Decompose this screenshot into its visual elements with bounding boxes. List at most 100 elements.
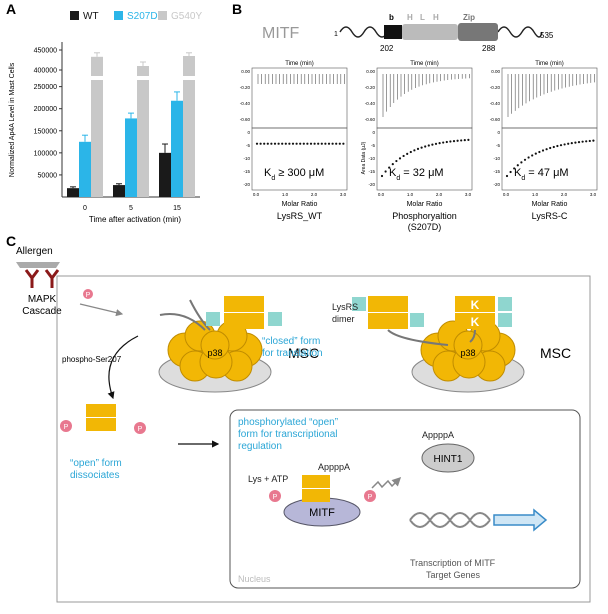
caption: LysRS-C [532,211,568,221]
itc-point [263,142,266,145]
kd-part: K [264,167,272,179]
hint1 [421,443,475,473]
nucleus-box [229,409,581,589]
phosphate [83,289,93,299]
lysrs [455,296,495,312]
itc-point [505,174,509,178]
itc-point [534,152,537,155]
y-tick-label: -0.60 [365,117,376,122]
lysrs-dimer: dimer [332,314,355,324]
itc-point [291,142,295,145]
panel-label: C [6,233,16,249]
itc-point [588,139,591,143]
itc-point [531,154,534,157]
itc-point [541,149,545,152]
msc: MSC [540,345,571,361]
itc-point [388,166,391,169]
domain [402,24,458,40]
domain [206,312,220,326]
msc-complex [167,320,263,382]
y-tick-label: -0.40 [365,101,376,106]
itc-point [317,142,320,145]
cell-box [56,275,591,603]
mapk: MAPK [28,294,57,305]
itc-point [434,142,438,145]
lys-atp: Lys + ATP [248,474,288,484]
itc-point [406,152,409,155]
legend-label: G540Y [171,11,202,22]
itc-point [523,158,527,161]
legend-swatch [114,11,123,20]
kd-part: ≥ 300 μM [275,167,324,179]
lysrs [368,313,408,329]
itc-point [395,159,398,163]
transcription: Transcription of MITF [410,558,496,568]
arrow [79,303,124,317]
itc-point [424,145,427,148]
open-form: dissociates [70,470,119,481]
itc-point [284,142,287,145]
itc-point [581,140,584,143]
p38: p38 [207,348,222,358]
y-tick-label: -0.40 [240,101,251,106]
itc-point [413,149,416,152]
itc-point [270,142,273,145]
itc-point [545,148,548,151]
itc-point [549,146,552,150]
phosphorylated: form for transcriptional [238,429,337,440]
bar [113,185,125,197]
itc-point [527,156,530,159]
panel-a: 50000 100000 150000 200000 250000 400000 45000… [9,11,202,224]
k: K [471,298,480,312]
itc-point [420,146,423,149]
x-tick-label: 2.0 [436,192,443,197]
itc-point [452,140,456,143]
receptor [16,262,60,268]
dna [409,512,491,528]
y-tick-label: 0.00 [491,69,500,74]
y-tick-label: -20 [368,182,375,187]
plot-frame [501,127,598,191]
domain [268,312,282,326]
bar [67,188,79,197]
plot-title: Time (min) [285,61,313,67]
x-tick-label: 1.0 [532,192,539,197]
phosphate-label: P [86,292,91,299]
phosphate [364,490,376,502]
itc-point [313,142,316,145]
itc-point [309,142,313,145]
itc-point [416,147,420,150]
x-tick-label: 2.0 [311,192,318,197]
itc-point [467,138,470,141]
plot-title: Time (min) [535,61,563,67]
itc-point [281,142,284,145]
itc-point [456,139,459,142]
itc-point [463,139,466,142]
k: K [471,315,480,329]
kd-part: = 32 μM [400,167,443,179]
domain-label: b [389,13,394,22]
itc-point [338,142,341,145]
y-tick-label: -0.20 [365,85,376,90]
plot-frame [501,67,598,129]
x-tick-label: 1.0 [407,192,414,197]
caption: Phosphoryaltion [392,211,457,221]
panel-label: A [6,1,16,17]
transcription: Target Genes [426,570,481,580]
arrow [107,335,139,400]
itc-point [509,170,512,174]
x-axis-label: Molar Ratio [407,201,443,208]
kd-part: d [521,175,525,182]
y-tick-label: 400000 [34,68,57,75]
plot-title: Time (min) [410,61,438,67]
kd: Kd ≥ 300 μM [264,167,324,182]
x-tick-label: 3.0 [465,192,472,197]
axis-break [182,76,196,80]
phosphate [269,490,281,502]
phosphate [60,420,72,432]
itc-point [342,142,345,145]
domain [498,297,512,311]
y-tick-label: -0.20 [240,85,251,90]
itc-point [327,142,331,145]
itc-point [302,142,305,145]
